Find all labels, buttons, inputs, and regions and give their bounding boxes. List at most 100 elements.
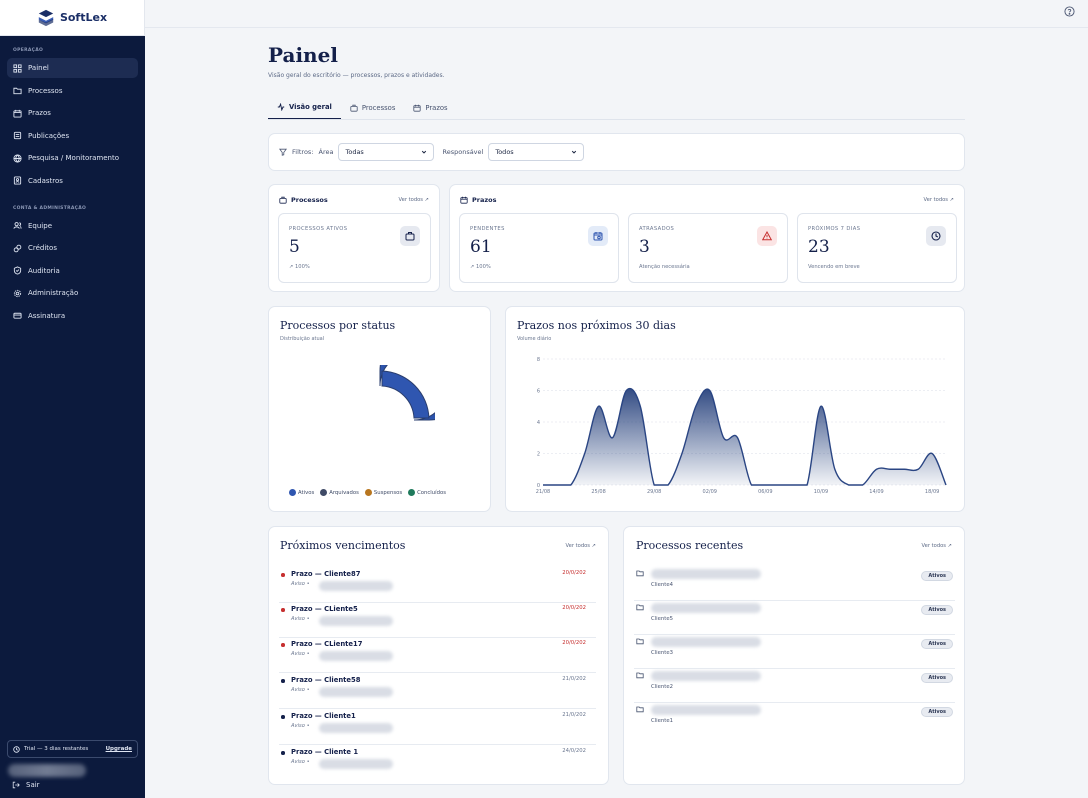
page-title: Painel (268, 43, 338, 67)
list-item[interactable]: Cliente4 Ativos (634, 567, 955, 601)
prazos-ver-todos-link[interactable]: Ver todos ↗ (923, 197, 955, 203)
tab-bar: Visão geral Processos Prazos (268, 96, 965, 120)
redacted-text (651, 603, 761, 613)
client-name: Cliente2 (651, 684, 673, 690)
stat-icon-box (757, 226, 777, 246)
area-select-value: Todas (345, 148, 364, 156)
stat-atrasados[interactable]: ATRASADOS 3 Atenção necessária (628, 213, 788, 283)
processos-ver-todos-link[interactable]: Ver todos ↗ (398, 197, 430, 203)
trial-text: Trial — 3 dias restantes (24, 746, 89, 752)
item-date: 24/0‌/202 (562, 748, 586, 754)
status-badge: Ativos (921, 639, 953, 649)
vencimentos-ver-todos-link[interactable]: Ver todos ↗ (565, 543, 597, 549)
help-icon[interactable] (1064, 6, 1075, 17)
list-item[interactable]: Prazo — Cliente1 Aviso • 21/0‌/202 (279, 709, 596, 745)
stat-icon-box (400, 226, 420, 246)
stat-value: 61 (470, 237, 492, 257)
item-sub: Aviso • (291, 723, 310, 729)
sidebar-item-prazos[interactable]: Prazos (7, 103, 138, 123)
processos-card-title: Processos (291, 196, 328, 204)
chevron-down-icon (572, 150, 577, 154)
processos-card: Processos Ver todos ↗ PROCESSOS ATIVOS 5… (268, 184, 440, 292)
processos-card-header: Processos (279, 196, 328, 204)
vencimentos-card: Próximos vencimentos Ver todos ↗ Prazo —… (268, 526, 609, 785)
list-item[interactable]: Prazo — CLiente5 Aviso • 20/0‌/202 (279, 602, 596, 638)
status-badge: Ativos (921, 707, 953, 717)
list-item[interactable]: Cliente1 Ativos (634, 703, 955, 737)
donut-slice-concluidos[interactable] (381, 370, 430, 419)
calendar-icon (460, 196, 468, 204)
user-profile[interactable] (8, 764, 86, 777)
calendar-clock-icon (593, 232, 603, 241)
tab-visao-geral[interactable]: Visão geral (268, 96, 341, 119)
stat-processos-ativos[interactable]: PROCESSOS ATIVOS 5 ↗ 100% (278, 213, 431, 283)
overdue-dot (281, 608, 285, 612)
sidebar-item-label: Cadastros (28, 176, 63, 185)
upgrade-link[interactable]: Upgrade (105, 746, 132, 752)
area-select[interactable]: Todas (338, 143, 435, 161)
tab-processos[interactable]: Processos (341, 96, 404, 119)
redacted-text (651, 569, 761, 579)
list-item[interactable]: Prazo — Cliente 1 Aviso • 24/0‌/202 (279, 745, 596, 781)
page-subtitle: Visão geral do escritório — processos, p… (268, 72, 445, 79)
sidebar-item-label: Assinatura (28, 311, 66, 320)
logo[interactable]: SoftLex (0, 0, 145, 36)
redacted-text (651, 705, 761, 715)
client-name: Cliente5 (651, 616, 673, 622)
item-sub: Aviso • (291, 651, 310, 657)
x-tick-label: 29/08 (647, 489, 661, 495)
recentes-ver-todos-link[interactable]: Ver todos ↗ (921, 543, 953, 549)
list-item[interactable]: Cliente2 Ativos (634, 669, 955, 703)
sidebar-item-auditoria[interactable]: Auditoria (7, 261, 138, 281)
item-sub: Aviso • (291, 687, 310, 693)
stat-note: Atenção necessária (639, 264, 690, 270)
redacted-text (319, 759, 393, 769)
legend-label: Ativos (298, 489, 315, 496)
series-line (543, 387, 947, 486)
credit-card-icon (13, 313, 22, 320)
sidebar-item-painel[interactable]: Painel (7, 58, 138, 78)
briefcase-icon (350, 104, 358, 112)
stat-note: ↗ 100% (289, 264, 310, 270)
sidebar-item-pesquisa[interactable]: Pesquisa / Monitoramento (7, 148, 138, 168)
overdue-dot (281, 643, 285, 647)
list-item[interactable]: Prazo — Cliente87 Aviso • 20/0‌/202 (279, 567, 596, 603)
sidebar-item-cadastros[interactable]: Cadastros (7, 171, 138, 191)
sidebar-item-processos[interactable]: Processos (7, 81, 138, 101)
folder-icon (13, 87, 22, 95)
list-item[interactable]: Cliente5 Ativos (634, 601, 955, 635)
globe-icon (13, 154, 22, 163)
sidebar-item-creditos[interactable]: Créditos (7, 238, 138, 258)
overdue-dot (281, 573, 285, 577)
sidebar-item-administracao[interactable]: Administração (7, 283, 138, 303)
x-tick-label: 06/09 (758, 489, 772, 495)
logout-button[interactable]: Sair (12, 781, 40, 789)
item-sub: Aviso • (291, 616, 310, 622)
list-item[interactable]: Prazo — CLiente17 Aviso • 20/0‌/202 (279, 637, 596, 673)
stat-proximos-7-dias[interactable]: PRÓXIMOS 7 DIAS 23 Vencendo em breve (797, 213, 957, 283)
list-item[interactable]: Cliente3 Ativos (634, 635, 955, 669)
y-tick-label: 0 (537, 483, 540, 489)
recentes-card: Processos recentes Ver todos ↗ Cliente4 … (623, 526, 965, 785)
status-chart-subtitle: Distribuição atual (280, 336, 325, 342)
tab-prazos[interactable]: Prazos (404, 96, 456, 119)
sidebar: SoftLex OPERAÇÃO Painel Processos Prazos… (0, 0, 145, 798)
list-item[interactable]: Prazo — Cliente58 Aviso • 21/0‌/202 (279, 673, 596, 709)
clock-icon (931, 231, 941, 241)
logout-icon (12, 781, 20, 789)
client-name: Cliente1 (651, 718, 673, 724)
sidebar-item-publicacoes[interactable]: Publicações (7, 126, 138, 146)
stat-value: 3 (639, 237, 650, 257)
stat-value: 5 (289, 237, 300, 257)
item-date: 20/0‌/202 (562, 605, 586, 611)
status-badge: Ativos (921, 571, 953, 581)
legend-label: Suspensos (373, 489, 403, 496)
stat-note: Vencendo em breve (808, 264, 860, 270)
responsavel-select[interactable]: Todos (488, 143, 585, 161)
y-tick-label: 6 (537, 389, 540, 395)
sidebar-item-equipe[interactable]: Equipe (7, 216, 138, 236)
status-chart-legend: Ativos Arquivados Suspensos Concluídos (289, 489, 446, 496)
sidebar-item-assinatura[interactable]: Assinatura (7, 306, 138, 326)
grid-icon (13, 63, 22, 73)
stat-pendentes[interactable]: PENDENTES 61 ↗ 100% (459, 213, 619, 283)
